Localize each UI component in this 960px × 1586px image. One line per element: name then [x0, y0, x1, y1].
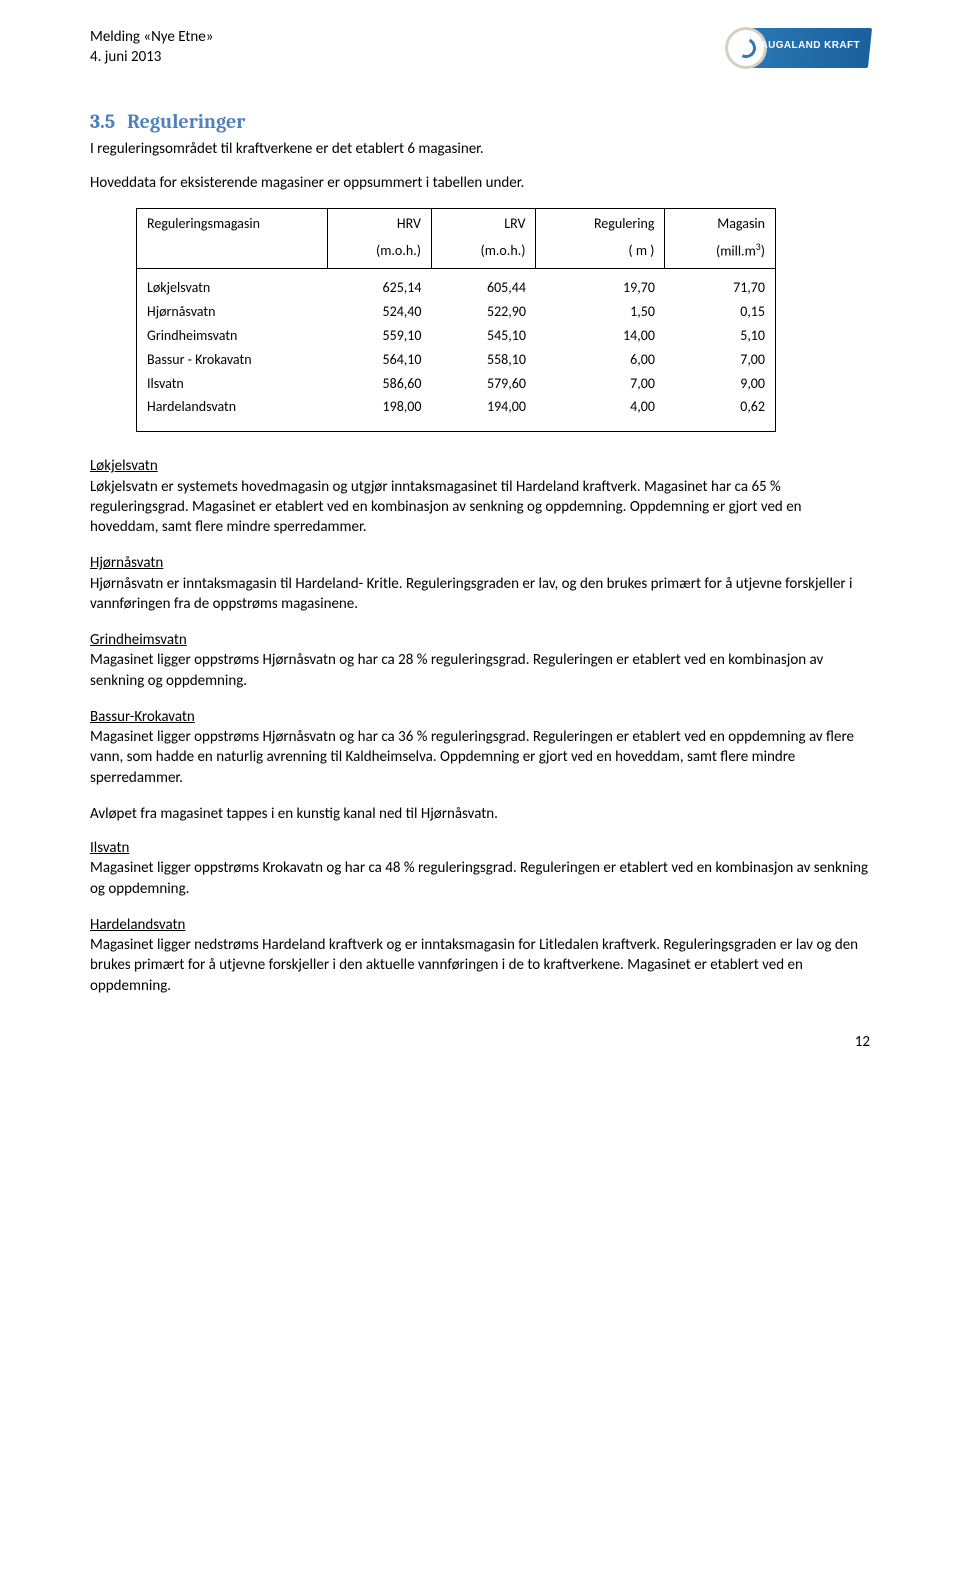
reservoir-text-4-extra: Avløpet fra magasinet tappes i en kunsti… — [90, 804, 870, 824]
header-line-1: Melding «Nye Etne» — [90, 28, 213, 48]
cell-hrv: 564,10 — [327, 348, 431, 372]
reservoir-text-2: Hjørnåsvatn er inntaksmagasin til Hardel… — [90, 575, 852, 613]
col-lrv-h2: (m.o.h.) — [431, 235, 535, 268]
cell-name: Hjørnåsvatn — [137, 300, 327, 324]
reservoir-table-container: Reguleringsmagasin HRV LRV Regulering Ma… — [136, 208, 776, 433]
cell-hrv: 559,10 — [327, 324, 431, 348]
cell-name: Løkjelsvatn — [137, 268, 327, 299]
reservoir-text-5: Magasinet ligger oppstrøms Krokavatn og … — [90, 859, 868, 897]
cell-reg: 1,50 — [536, 300, 665, 324]
cell-lrv: 579,60 — [431, 372, 535, 396]
cell-name: Grindheimsvatn — [137, 324, 327, 348]
cell-mag: 9,00 — [665, 372, 775, 396]
cell-reg: 14,00 — [536, 324, 665, 348]
header-text-block: Melding «Nye Etne» 4. juni 2013 — [90, 28, 213, 67]
cell-name: Bassur - Krokavatn — [137, 348, 327, 372]
table-row: Bassur - Krokavatn 564,10 558,10 6,00 7,… — [137, 348, 775, 372]
cell-lrv: 194,00 — [431, 395, 535, 431]
intro-paragraph-2: Hoveddata for eksisterende magasiner er … — [90, 173, 870, 193]
logo-text: HAUGALAND KRAFT — [753, 39, 860, 53]
header-line-2: 4. juni 2013 — [90, 48, 213, 68]
cell-reg: 6,00 — [536, 348, 665, 372]
reservoir-section-5: Ilsvatn Magasinet ligger oppstrøms Kroka… — [90, 838, 870, 899]
reservoir-table: Reguleringsmagasin HRV LRV Regulering Ma… — [137, 209, 775, 432]
col-hrv-h1: HRV — [327, 209, 431, 236]
cell-hrv: 586,60 — [327, 372, 431, 396]
reservoir-section-1: Løkjelsvatn Løkjelsvatn er systemets hov… — [90, 456, 870, 537]
cell-hrv: 198,00 — [327, 395, 431, 431]
document-page: Melding «Nye Etne» 4. juni 2013 HAUGALAN… — [0, 0, 960, 1092]
cell-mag: 71,70 — [665, 268, 775, 299]
section-number: 3.5 — [90, 110, 115, 133]
reservoir-section-6: Hardelandsvatn Magasinet ligger nedstrøm… — [90, 915, 870, 996]
reservoir-text-6: Magasinet ligger nedstrøms Hardeland kra… — [90, 936, 858, 995]
reservoir-title-6: Hardelandsvatn — [90, 915, 185, 935]
cell-lrv: 558,10 — [431, 348, 535, 372]
intro-paragraph-1: I reguleringsområdet til kraftverkene er… — [90, 139, 870, 159]
reservoir-title-4: Bassur-Krokavatn — [90, 707, 195, 727]
cell-lrv: 545,10 — [431, 324, 535, 348]
cell-name: Ilsvatn — [137, 372, 327, 396]
reservoir-title-3: Grindheimsvatn — [90, 630, 187, 650]
table-row: Hjørnåsvatn 524,40 522,90 1,50 0,15 — [137, 300, 775, 324]
col-reg-h1: Regulering — [536, 209, 665, 236]
page-header: Melding «Nye Etne» 4. juni 2013 HAUGALAN… — [90, 28, 870, 72]
section-heading: 3.5 Reguleringer — [90, 108, 870, 135]
reservoir-title-5: Ilsvatn — [90, 838, 129, 858]
table-header: Reguleringsmagasin HRV LRV Regulering Ma… — [137, 209, 775, 269]
table-row: Grindheimsvatn 559,10 545,10 14,00 5,10 — [137, 324, 775, 348]
table-row: Ilsvatn 586,60 579,60 7,00 9,00 — [137, 372, 775, 396]
table-body: Løkjelsvatn 625,14 605,44 19,70 71,70 Hj… — [137, 268, 775, 431]
section-title: Reguleringer — [127, 110, 245, 133]
cell-reg: 4,00 — [536, 395, 665, 431]
company-logo: HAUGALAND KRAFT — [730, 28, 870, 72]
reservoir-text-3: Magasinet ligger oppstrøms Hjørnåsvatn o… — [90, 651, 823, 689]
reservoir-title-2: Hjørnåsvatn — [90, 553, 163, 573]
cell-mag: 7,00 — [665, 348, 775, 372]
reservoir-section-2: Hjørnåsvatn Hjørnåsvatn er inntaksmagasi… — [90, 553, 870, 614]
reservoir-section-3: Grindheimsvatn Magasinet ligger oppstrøm… — [90, 630, 870, 691]
table-row: Hardelandsvatn 198,00 194,00 4,00 0,62 — [137, 395, 775, 431]
reservoir-section-4: Bassur-Krokavatn Magasinet ligger oppstr… — [90, 707, 870, 788]
cell-reg: 19,70 — [536, 268, 665, 299]
reservoir-text-4: Magasinet ligger oppstrøms Hjørnåsvatn o… — [90, 728, 854, 787]
col-reg-h2: ( m ) — [536, 235, 665, 268]
cell-mag: 0,15 — [665, 300, 775, 324]
cell-hrv: 524,40 — [327, 300, 431, 324]
col-lrv-h1: LRV — [431, 209, 535, 236]
table-row: Løkjelsvatn 625,14 605,44 19,70 71,70 — [137, 268, 775, 299]
table-header-row-1: Reguleringsmagasin HRV LRV Regulering Ma… — [137, 209, 775, 236]
cell-hrv: 625,14 — [327, 268, 431, 299]
reservoir-text-1: Løkjelsvatn er systemets hovedmagasin og… — [90, 478, 802, 537]
col-mag-h2: (mill.m3) — [665, 235, 775, 268]
cell-mag: 5,10 — [665, 324, 775, 348]
col-name-h1: Reguleringsmagasin — [137, 209, 327, 236]
page-number: 12 — [90, 1032, 870, 1052]
col-name-h2 — [137, 235, 327, 268]
col-hrv-h2: (m.o.h.) — [327, 235, 431, 268]
cell-lrv: 522,90 — [431, 300, 535, 324]
table-header-row-2: (m.o.h.) (m.o.h.) ( m ) (mill.m3) — [137, 235, 775, 268]
cell-reg: 7,00 — [536, 372, 665, 396]
cell-mag: 0,62 — [665, 395, 775, 431]
reservoir-title-1: Løkjelsvatn — [90, 456, 158, 476]
cell-name: Hardelandsvatn — [137, 395, 327, 431]
col-mag-h1: Magasin — [665, 209, 775, 236]
cell-lrv: 605,44 — [431, 268, 535, 299]
